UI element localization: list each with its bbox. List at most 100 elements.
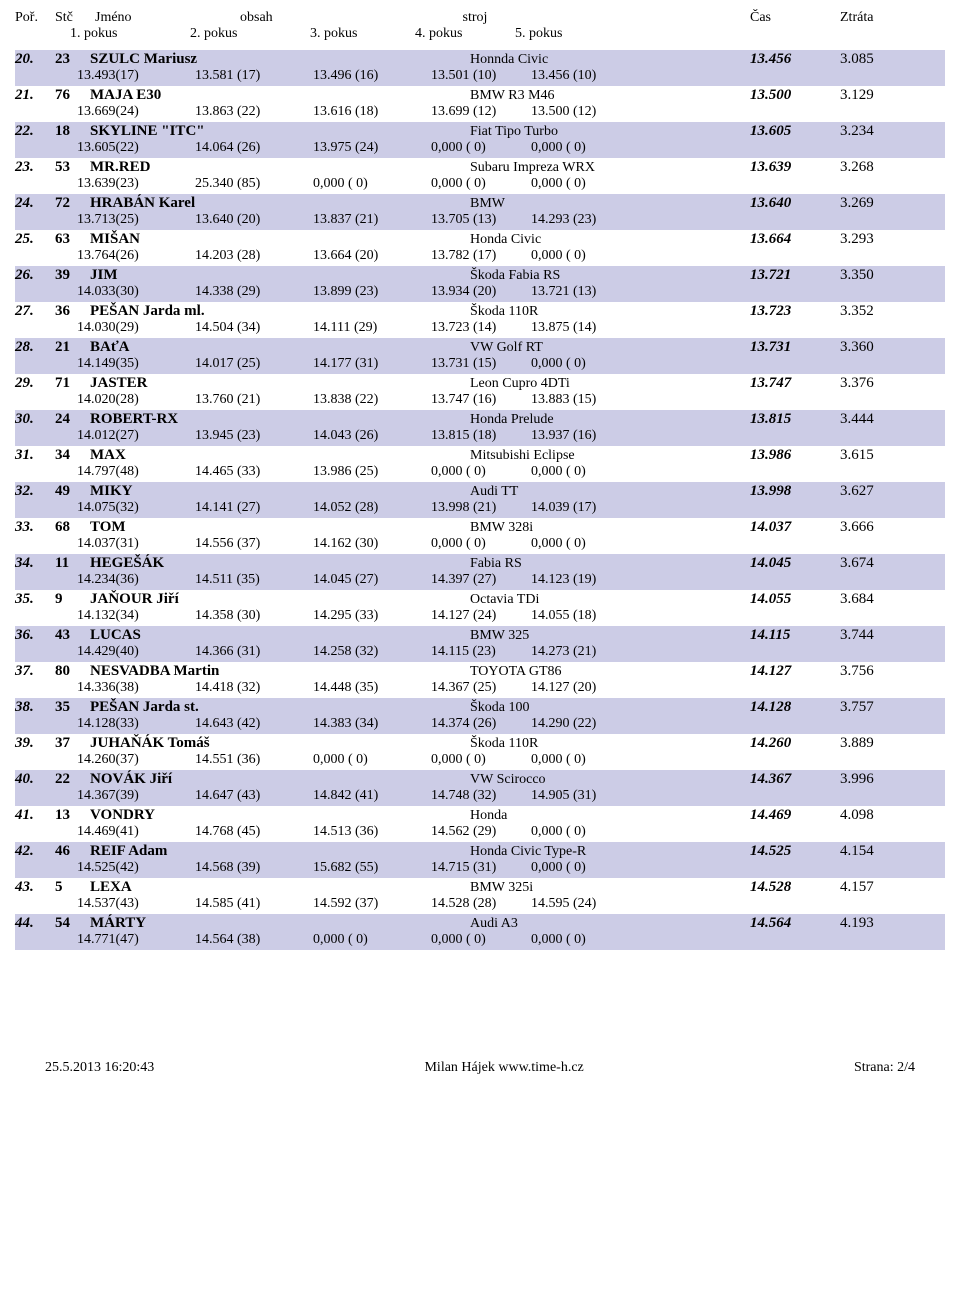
row-name: SKYLINE "ITC" <box>90 123 470 140</box>
header-cas: Čas <box>750 10 840 26</box>
row-name: BAťA <box>90 339 470 356</box>
row-time: 13.640 <box>750 195 840 212</box>
row-car: Škoda Fabia RS <box>470 268 750 284</box>
row-p3: 13.986 (25) <box>313 464 431 480</box>
row-pos: 41. <box>15 807 55 824</box>
row-p4: 14.115 (23) <box>431 644 531 660</box>
result-row: 44.54MÁRTYAudi A314.5644.19314.771(47)14… <box>15 914 945 950</box>
row-p1: 14.525(42) <box>77 860 195 876</box>
row-p1: 14.149(35) <box>77 356 195 372</box>
result-row: 30.24ROBERT-RXHonda Prelude13.8153.44414… <box>15 410 945 446</box>
row-p2: 14.465 (33) <box>195 464 313 480</box>
row-p2: 14.203 (28) <box>195 248 313 264</box>
row-loss: 3.376 <box>840 375 930 392</box>
row-loss: 3.889 <box>840 735 930 752</box>
row-pos: 35. <box>15 591 55 608</box>
row-p3: 14.162 (30) <box>313 536 431 552</box>
row-loss: 4.154 <box>840 843 930 860</box>
row-time: 14.367 <box>750 771 840 788</box>
row-stc: 18 <box>55 123 90 140</box>
row-name: MIKY <box>90 483 470 500</box>
header-pos: Poř. <box>15 10 55 26</box>
result-row: 21.76MAJA E30BMW R3 M4613.5003.12913.669… <box>15 86 945 122</box>
row-p5: 0,000 ( 0) <box>531 464 646 480</box>
row-name: JIM <box>90 267 470 284</box>
row-p1: 14.469(41) <box>77 824 195 840</box>
row-pos: 24. <box>15 195 55 212</box>
row-p4: 13.699 (12) <box>431 104 531 120</box>
row-p4: 13.747 (16) <box>431 392 531 408</box>
row-time: 14.037 <box>750 519 840 536</box>
row-name: LEXA <box>90 879 470 896</box>
row-p5: 14.055 (18) <box>531 608 646 624</box>
result-row: 39.37JUHAŇÁK TomášŠkoda 110R14.2603.8891… <box>15 734 945 770</box>
row-stc: 13 <box>55 807 90 824</box>
row-p2: 14.418 (32) <box>195 680 313 696</box>
row-name: VONDRY <box>90 807 470 824</box>
row-loss: 3.129 <box>840 87 930 104</box>
row-name: TOM <box>90 519 470 536</box>
row-name: MIŠAN <box>90 231 470 248</box>
row-pos: 38. <box>15 699 55 716</box>
result-row: 22.18SKYLINE "ITC"Fiat Tipo Turbo13.6053… <box>15 122 945 158</box>
row-time: 14.469 <box>750 807 840 824</box>
row-pos: 29. <box>15 375 55 392</box>
row-stc: 39 <box>55 267 90 284</box>
row-name: PEŠAN Jarda st. <box>90 699 470 716</box>
row-car: Octavia TDi <box>470 592 750 608</box>
row-p3: 14.045 (27) <box>313 572 431 588</box>
row-p1: 14.797(48) <box>77 464 195 480</box>
result-row: 35.9JAŇOUR JiříOctavia TDi14.0553.68414.… <box>15 590 945 626</box>
row-p2: 14.366 (31) <box>195 644 313 660</box>
table-header-row1: Poř. Stč Jméno obsah stroj Čas Ztráta <box>15 10 945 26</box>
row-stc: 49 <box>55 483 90 500</box>
row-loss: 3.627 <box>840 483 930 500</box>
row-car: Subaru Impreza WRX <box>470 160 750 176</box>
row-loss: 3.674 <box>840 555 930 572</box>
row-loss: 3.360 <box>840 339 930 356</box>
row-pos: 26. <box>15 267 55 284</box>
row-p2: 13.863 (22) <box>195 104 313 120</box>
row-p5: 14.290 (22) <box>531 716 646 732</box>
row-p4: 13.998 (21) <box>431 500 531 516</box>
row-time: 13.998 <box>750 483 840 500</box>
result-row: 34.11HEGEŠÁKFabia RS14.0453.67414.234(36… <box>15 554 945 590</box>
row-stc: 22 <box>55 771 90 788</box>
row-p4: 14.367 (25) <box>431 680 531 696</box>
row-p1: 14.012(27) <box>77 428 195 444</box>
header-pokus2: 2. pokus <box>190 26 310 42</box>
row-pos: 31. <box>15 447 55 464</box>
row-name: JAŇOUR Jiří <box>90 591 470 608</box>
row-p1: 14.030(29) <box>77 320 195 336</box>
row-p4: 14.397 (27) <box>431 572 531 588</box>
row-loss: 3.268 <box>840 159 930 176</box>
row-loss: 3.744 <box>840 627 930 644</box>
row-car: Audi TT <box>470 484 750 500</box>
row-p3: 13.664 (20) <box>313 248 431 264</box>
row-loss: 3.444 <box>840 411 930 428</box>
row-time: 13.747 <box>750 375 840 392</box>
row-pos: 40. <box>15 771 55 788</box>
row-stc: 23 <box>55 51 90 68</box>
row-car: Mitsubishi Eclipse <box>470 448 750 464</box>
row-name: JUHAŇÁK Tomáš <box>90 735 470 752</box>
row-time: 14.115 <box>750 627 840 644</box>
row-stc: 80 <box>55 663 90 680</box>
row-loss: 3.756 <box>840 663 930 680</box>
row-time: 13.500 <box>750 87 840 104</box>
result-row: 38.35PEŠAN Jarda st.Škoda 10014.1283.757… <box>15 698 945 734</box>
row-p4: 0,000 ( 0) <box>431 536 531 552</box>
row-p4: 14.715 (31) <box>431 860 531 876</box>
row-p2: 13.640 (20) <box>195 212 313 228</box>
row-pos: 28. <box>15 339 55 356</box>
row-p2: 14.551 (36) <box>195 752 313 768</box>
row-p3: 13.496 (16) <box>313 68 431 84</box>
row-stc: 36 <box>55 303 90 320</box>
row-p2: 14.141 (27) <box>195 500 313 516</box>
row-p5: 0,000 ( 0) <box>531 860 646 876</box>
row-car: Honda Prelude <box>470 412 750 428</box>
row-name: HRABÁN Karel <box>90 195 470 212</box>
row-time: 13.986 <box>750 447 840 464</box>
row-car: Fiat Tipo Turbo <box>470 124 750 140</box>
row-name: JASTER <box>90 375 470 392</box>
